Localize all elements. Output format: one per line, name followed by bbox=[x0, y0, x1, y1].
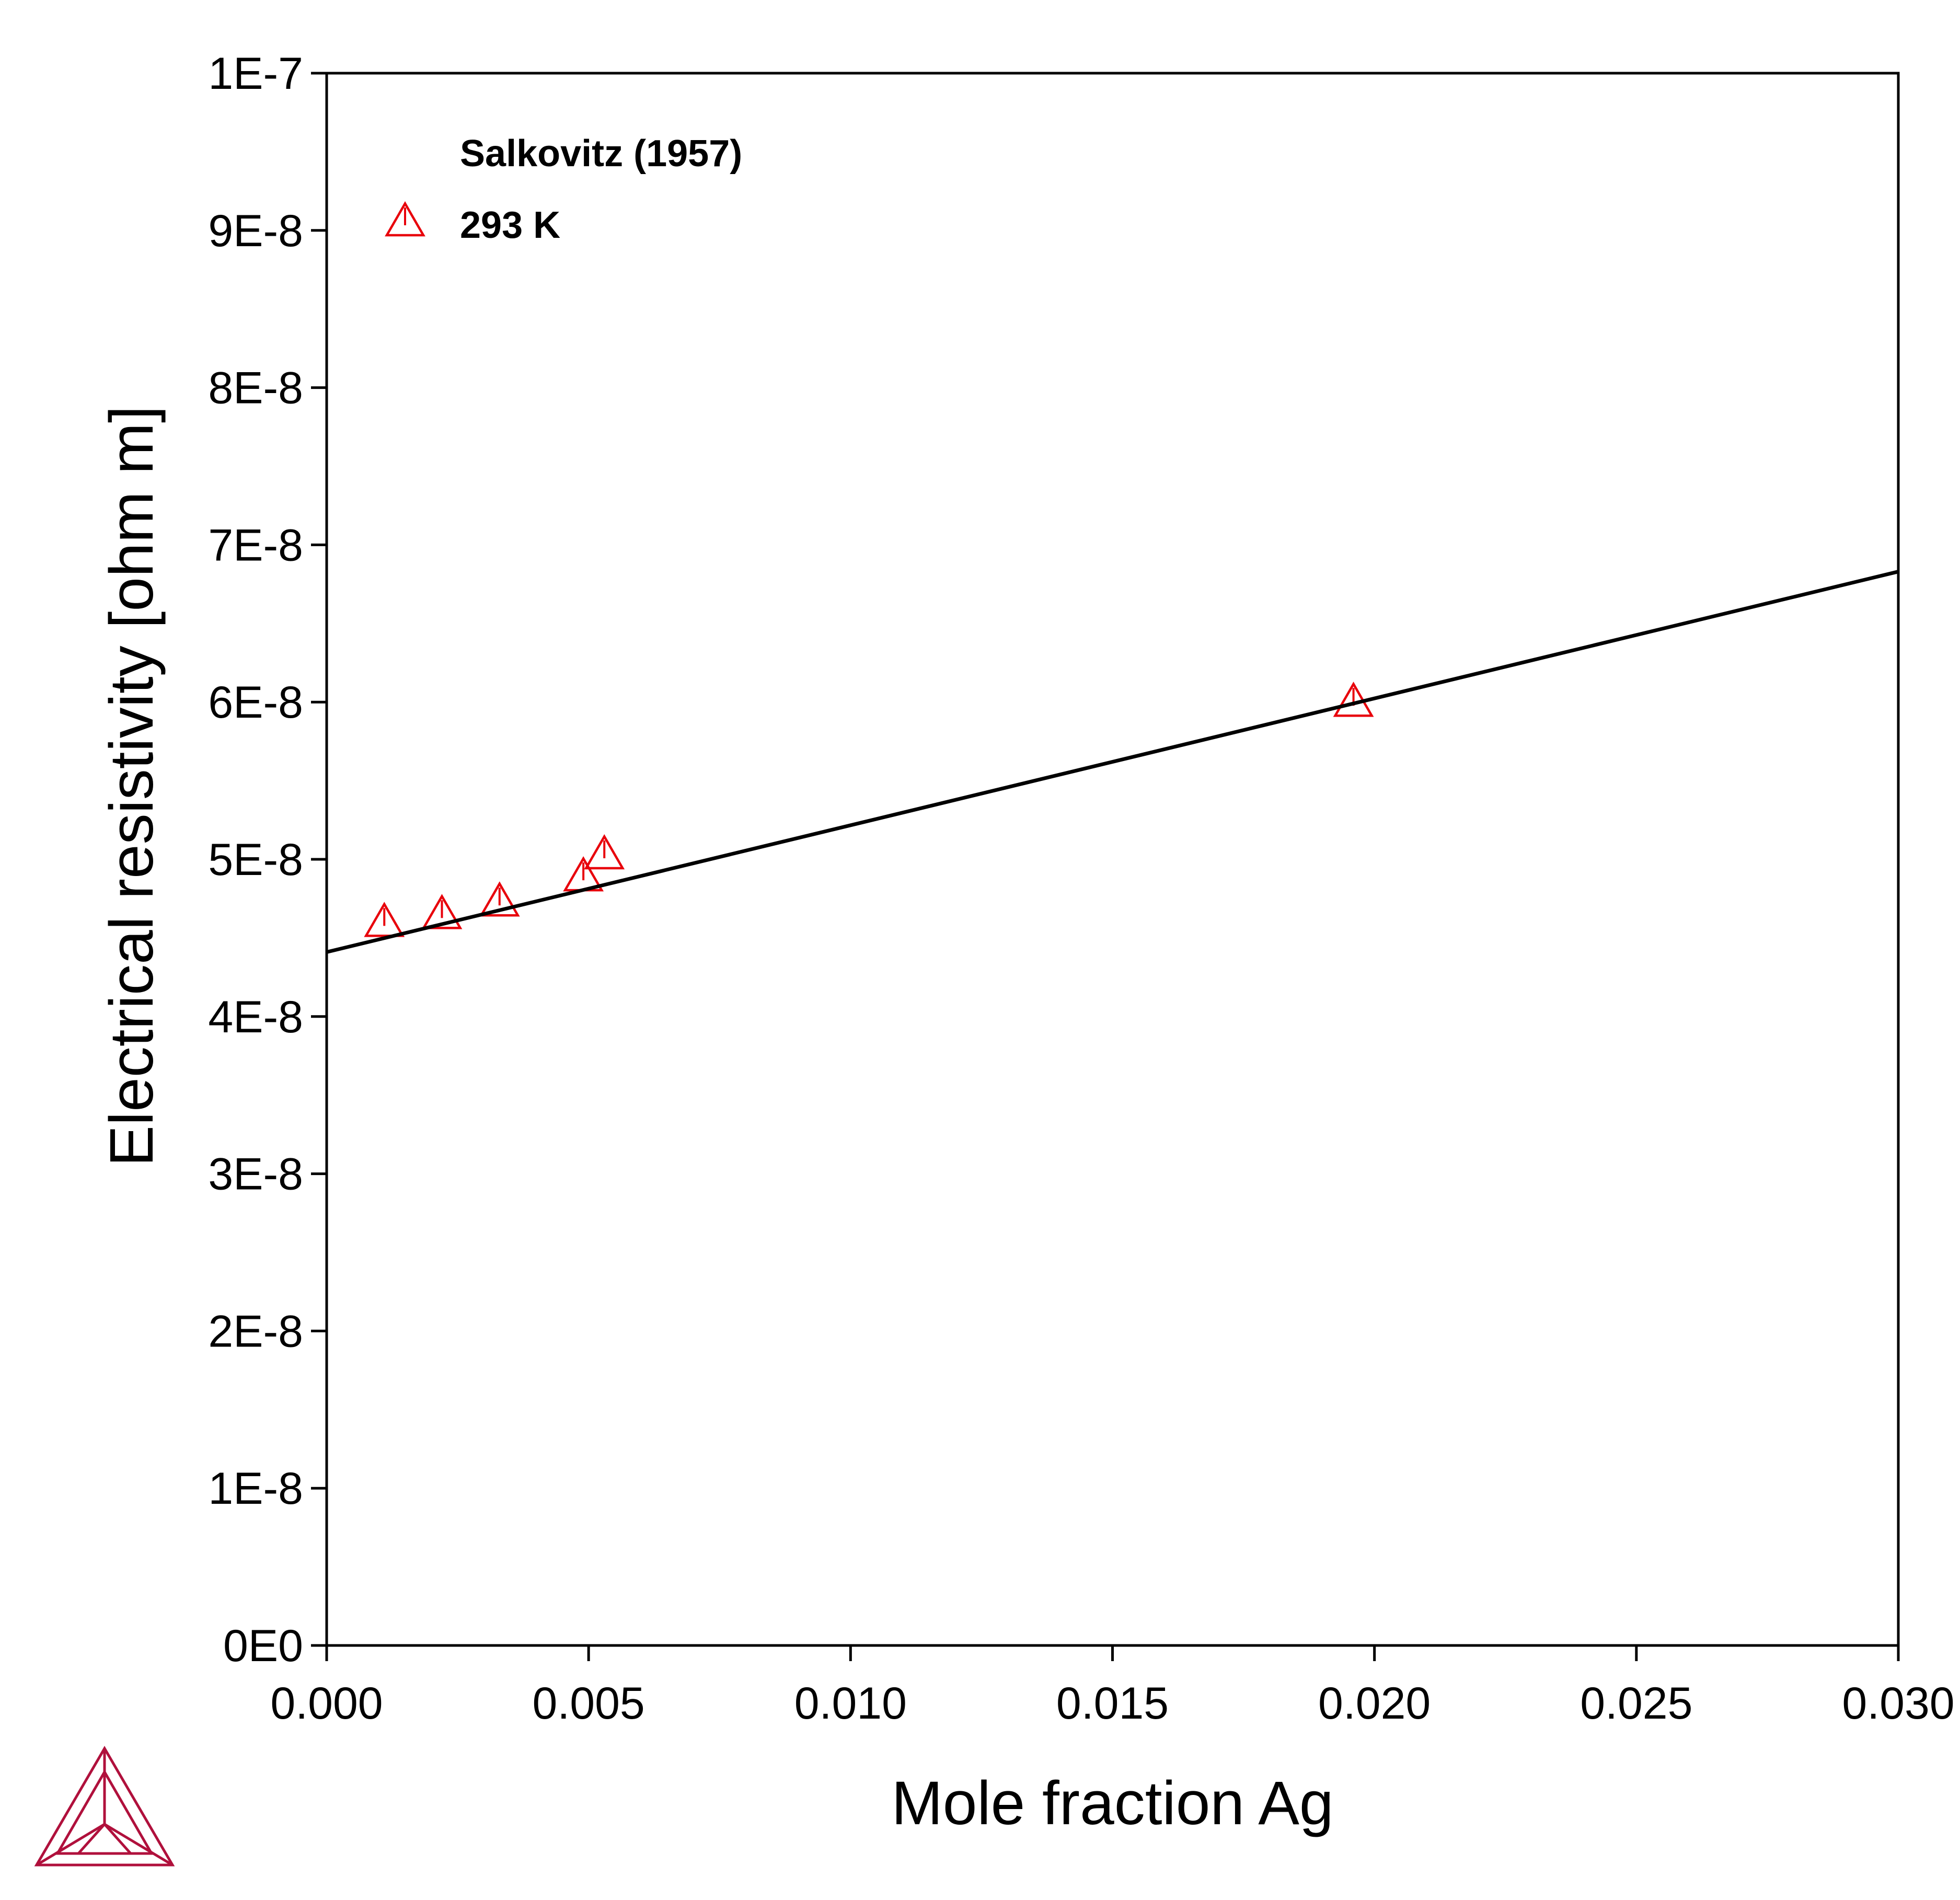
x-axis-label: Mole fraction Ag bbox=[891, 1769, 1333, 1838]
y-tick-label: 9E-8 bbox=[208, 206, 303, 256]
x-tick-label: 0.000 bbox=[270, 1678, 383, 1729]
legend: Salkovitz (1957) 293 K bbox=[385, 133, 742, 246]
x-tick-label: 0.030 bbox=[1842, 1678, 1954, 1729]
y-tick-label: 3E-8 bbox=[208, 1149, 303, 1200]
data-point bbox=[479, 881, 520, 917]
legend-label: 293 K bbox=[460, 204, 560, 246]
x-tick-label: 0.025 bbox=[1580, 1678, 1692, 1729]
data-point bbox=[584, 834, 625, 870]
y-tick-label: 8E-8 bbox=[208, 363, 303, 413]
y-tick-label: 7E-8 bbox=[208, 520, 303, 570]
axes: Mole fraction Ag Electrical resistivity [… bbox=[97, 72, 1900, 1838]
model-line bbox=[326, 570, 1899, 954]
logo-inner-triangle bbox=[55, 1769, 154, 1855]
logo-outer-triangle bbox=[34, 1746, 175, 1867]
y-tick-label: 1E-8 bbox=[208, 1464, 303, 1514]
legend-heading: Salkovitz (1957) bbox=[460, 133, 742, 175]
y-tick-label: 1E-7 bbox=[208, 49, 303, 99]
y-tick-label: 6E-8 bbox=[208, 677, 303, 728]
thermo-calc-logo bbox=[34, 1746, 175, 1867]
legend-marker bbox=[385, 201, 425, 237]
y-tick-label: 2E-8 bbox=[208, 1306, 303, 1356]
y-tick-label: 4E-8 bbox=[208, 992, 303, 1042]
ticks: 0.000 0.005 0.010 0.015 0.020 0.025 0.030 0E0 1E… bbox=[208, 49, 1954, 1729]
y-tick-label: 0E0 bbox=[223, 1621, 303, 1671]
x-tick-label: 0.010 bbox=[794, 1678, 907, 1729]
series-layer bbox=[326, 570, 1899, 954]
x-tick-label: 0.015 bbox=[1056, 1678, 1169, 1729]
x-tick-label: 0.020 bbox=[1318, 1678, 1431, 1729]
data-point bbox=[421, 894, 463, 929]
x-tick-label: 0.005 bbox=[533, 1678, 645, 1729]
y-axis-label: Electrical resistivity [ohm m] bbox=[97, 406, 166, 1167]
plot-frame bbox=[325, 72, 1900, 1647]
data-point bbox=[364, 902, 405, 937]
y-tick-label: 5E-8 bbox=[208, 835, 303, 885]
